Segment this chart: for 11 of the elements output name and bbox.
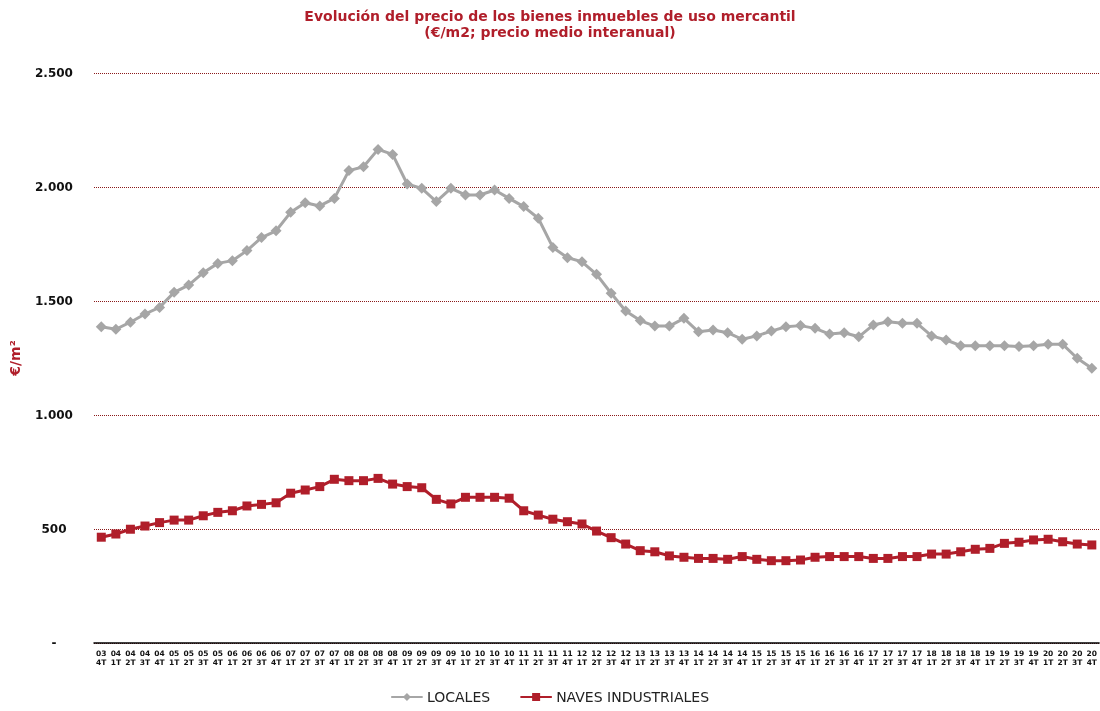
y-tick-label: 500 bbox=[41, 522, 67, 536]
y-tick-label: 2.500 bbox=[35, 66, 73, 80]
legend-label: LOCALES bbox=[426, 689, 491, 705]
chart-subtitle: (€/m2; precio medio interanual) bbox=[424, 24, 676, 40]
y-tick-label: - bbox=[51, 636, 57, 650]
y-tick-label: 1.000 bbox=[35, 408, 73, 422]
chart-title: Evolución del precio de los bienes inmuebles de uso mercantil bbox=[304, 8, 796, 24]
y-tick-label: 1.500 bbox=[35, 294, 73, 308]
legend-label: NAVES INDUSTRIALES bbox=[556, 689, 710, 705]
y-axis-title: €/m² bbox=[7, 340, 23, 377]
y-tick-label: 2.000 bbox=[35, 180, 73, 194]
